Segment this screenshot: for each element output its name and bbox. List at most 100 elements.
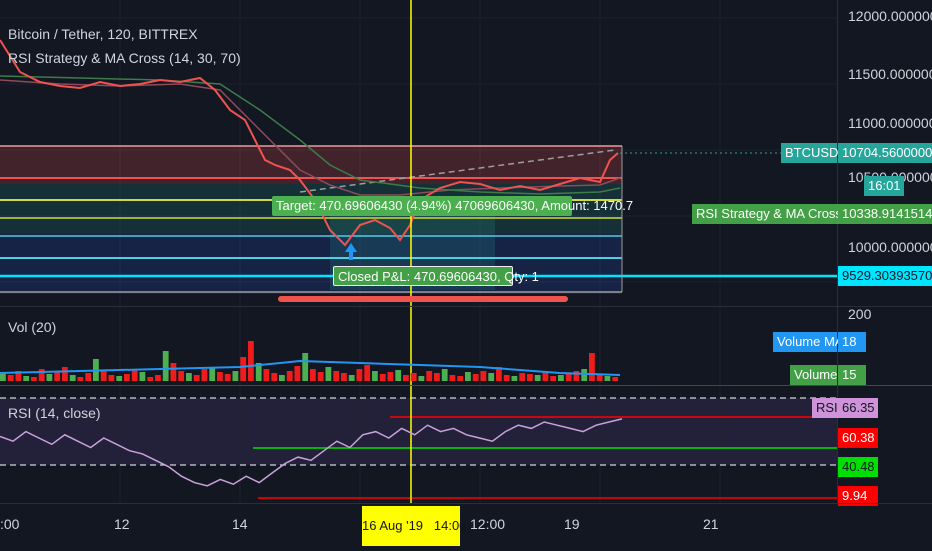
price-pane[interactable]: Bitcoin / Tether, 120, BITTREX RSI Strat… xyxy=(0,0,837,306)
volume-bar xyxy=(224,374,231,381)
volume-bar xyxy=(100,371,107,381)
time-tick: 12:00 xyxy=(470,516,506,532)
volume-bar xyxy=(519,373,526,381)
price-tick: 12000.00000000 xyxy=(848,8,932,24)
volume-bar xyxy=(511,376,518,381)
volume-bar xyxy=(193,375,200,381)
buy-arrow-icon xyxy=(345,243,357,252)
volume-bar xyxy=(434,373,440,381)
btcusdt-symbol-tag: BTCUSDT xyxy=(781,143,846,163)
time-axis[interactable]: :00 12 14 12:00 19 21 16 Aug '19 14:00 xyxy=(0,503,932,551)
volume-bar xyxy=(527,374,533,381)
closed-pnl-label[interactable]: Closed P&L: 470.69606430, Qty: 1 xyxy=(333,266,539,286)
volume-bar xyxy=(457,376,464,381)
rsi-chart[interactable]: RSI (14, close) xyxy=(0,386,837,504)
volume-bar xyxy=(565,373,572,381)
rsi-bottom-tag: 9.94 xyxy=(838,486,878,506)
volume-bar xyxy=(472,374,479,381)
volume-chart[interactable]: Vol (20) xyxy=(0,307,837,385)
target-label[interactable]: Target: 470.69606430 (4.94%) 47069606430… xyxy=(272,196,633,216)
volume-bar xyxy=(232,371,239,381)
countdown-tag: 16:01 xyxy=(864,176,904,196)
volume-bar xyxy=(77,377,84,381)
volume-bar xyxy=(325,367,332,381)
volume-bar xyxy=(124,374,130,381)
volume-bar xyxy=(558,375,564,381)
volume-bar xyxy=(139,372,146,381)
last-price-tag: 10704.56000000 xyxy=(838,143,932,163)
rsi-scale[interactable] xyxy=(837,385,932,504)
volume-bar xyxy=(496,367,502,381)
volume-bar xyxy=(348,375,355,381)
price-tick: 10000.00000000 xyxy=(848,239,932,255)
volume-bar xyxy=(488,373,495,381)
price-tick: 11500.00000000 xyxy=(848,66,932,82)
volume-bar xyxy=(147,377,154,381)
volume-bar xyxy=(534,375,541,381)
volume-bar xyxy=(310,369,316,381)
price-chart[interactable]: Bitcoin / Tether, 120, BITTREX RSI Strat… xyxy=(0,0,837,306)
volume-bar xyxy=(248,341,254,381)
volume-scale[interactable]: 200 xyxy=(837,306,932,385)
volume-bar xyxy=(178,371,185,381)
rsi-pane[interactable]: RSI (14, close) xyxy=(0,385,837,504)
sell-marker xyxy=(278,296,568,302)
plot-value-tag: 10338.91415146 xyxy=(838,204,932,224)
time-tick: 19 xyxy=(564,516,580,532)
rsi-value-tag: 66.35 xyxy=(838,398,878,418)
rsi-upper-tag: 60.38 xyxy=(838,428,878,448)
volume-bar xyxy=(612,377,619,381)
volume-bar xyxy=(186,373,192,381)
volume-bar xyxy=(604,376,611,381)
volume-bar xyxy=(356,369,363,381)
volume-title: Vol (20) xyxy=(8,319,56,335)
volume-value: 15 xyxy=(838,365,866,385)
volume-pane[interactable]: Vol (20) xyxy=(0,306,837,385)
volume-bar xyxy=(85,373,92,381)
volume-bar xyxy=(0,373,6,381)
rsi-title: RSI (14, close) xyxy=(8,405,101,421)
volume-bar xyxy=(162,351,169,381)
volume-bar xyxy=(46,374,53,381)
volume-bar xyxy=(449,375,456,381)
volume-bar xyxy=(503,375,510,381)
volume-bar xyxy=(465,372,471,381)
volume-bar xyxy=(341,373,347,381)
time-tick: 14 xyxy=(232,516,248,532)
volume-bar xyxy=(573,371,580,381)
volume-bar xyxy=(62,367,68,381)
volume-bar xyxy=(255,363,262,381)
volume-tag: Volume xyxy=(790,365,837,385)
trade-dashed-line xyxy=(299,149,616,193)
volume-bar xyxy=(317,372,324,381)
volume-bar xyxy=(271,373,278,381)
volume-bar xyxy=(441,369,448,381)
volume-bar xyxy=(263,369,270,381)
volume-bar xyxy=(418,376,425,381)
support-value-tag: 9529.30393570 xyxy=(838,266,932,286)
volume-bar xyxy=(131,369,138,381)
volume-bar xyxy=(372,371,378,381)
volume-bar xyxy=(581,369,588,381)
volume-bar xyxy=(550,376,557,381)
volume-bar xyxy=(240,357,247,381)
volume-bar xyxy=(155,375,161,381)
volume-bar xyxy=(116,376,123,381)
volume-bar xyxy=(38,369,45,381)
volume-ma-value: 18 xyxy=(838,332,866,352)
volume-bar xyxy=(108,375,115,381)
volume-bar xyxy=(364,365,371,381)
time-tick: 12 xyxy=(114,516,130,532)
volume-tick: 200 xyxy=(848,306,872,322)
volume-bar xyxy=(542,372,549,381)
volume-bar xyxy=(294,366,301,381)
volume-ma-tag: Volume MA xyxy=(773,332,843,352)
volume-bar xyxy=(302,353,309,381)
volume-bar xyxy=(170,363,177,381)
strategy-title: RSI Strategy & MA Cross (14, 30, 70) xyxy=(8,50,241,66)
lower-zone xyxy=(0,234,622,294)
rsi-name-tag: RSI xyxy=(812,398,838,418)
time-tick: 21 xyxy=(703,516,719,532)
volume-bar xyxy=(15,371,22,381)
volume-bar xyxy=(596,375,603,381)
